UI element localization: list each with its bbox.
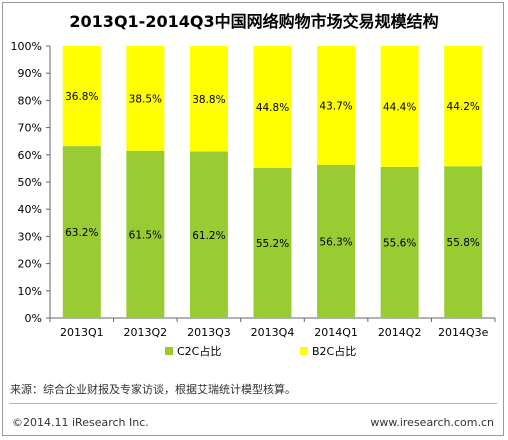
bar-b2c bbox=[253, 46, 292, 168]
y-tick-label: 60% bbox=[18, 149, 42, 162]
data-label-c2c: 63.2% bbox=[65, 227, 98, 239]
legend-label-b2c: B2C占比 bbox=[312, 344, 356, 358]
data-label-b2c: 44.8% bbox=[256, 102, 289, 114]
bar-b2c bbox=[189, 46, 228, 152]
bar-c2c bbox=[444, 166, 483, 318]
x-tick-label: 2013Q4 bbox=[251, 326, 295, 339]
legend-swatch-c2c bbox=[165, 347, 173, 355]
data-label-c2c: 61.2% bbox=[192, 230, 225, 242]
stacked-bar-chart: 0% 10% 20% 30% 40% 50% 60% 70% 80% 90% 100% 63.2% 36… bbox=[11, 40, 496, 358]
x-tick-label: 2014Q2 bbox=[378, 326, 422, 339]
x-tick-label: 2014Q1 bbox=[314, 326, 358, 339]
bar-c2c bbox=[253, 167, 292, 318]
data-label-b2c: 44.2% bbox=[447, 101, 480, 113]
y-tick-label: 20% bbox=[18, 258, 42, 271]
data-label-b2c: 44.4% bbox=[383, 101, 416, 113]
bar-b2c bbox=[126, 46, 165, 151]
data-label-b2c: 36.8% bbox=[65, 91, 98, 103]
bar-c2c bbox=[62, 146, 101, 318]
bar-b2c bbox=[444, 46, 483, 167]
y-tick-label: 10% bbox=[18, 285, 42, 298]
y-tick-label: 0% bbox=[25, 312, 42, 325]
x-tick-label: 2013Q3 bbox=[187, 326, 231, 339]
legend-label-c2c: C2C占比 bbox=[177, 344, 221, 358]
data-label-c2c: 55.2% bbox=[256, 238, 289, 250]
data-label-b2c: 38.8% bbox=[192, 94, 225, 106]
x-tick-label: 2013Q2 bbox=[124, 326, 168, 339]
chart-title: 2013Q1-2014Q3中国网络购物市场交易规模结构 bbox=[69, 12, 439, 31]
bar-b2c bbox=[380, 46, 419, 167]
x-tick-label: 2013Q1 bbox=[60, 326, 104, 339]
data-label-c2c: 55.8% bbox=[447, 237, 480, 249]
y-tick-label: 50% bbox=[18, 176, 42, 189]
bar-b2c bbox=[317, 46, 356, 165]
website-text: www.iresearch.com.cn bbox=[370, 416, 494, 429]
bar-c2c bbox=[126, 150, 165, 318]
copyright-text: ©2014.11 iResearch Inc. bbox=[12, 416, 149, 429]
bar-b2c bbox=[62, 46, 101, 147]
bar-c2c bbox=[317, 164, 356, 318]
source-note: 来源：综合企业财报及专家访谈，根据艾瑞统计模型核算。 bbox=[10, 383, 296, 396]
legend-swatch-b2c bbox=[300, 347, 308, 355]
y-tick-label: 100% bbox=[11, 40, 42, 53]
y-tick-label: 90% bbox=[18, 67, 42, 80]
data-label-c2c: 56.3% bbox=[319, 236, 352, 248]
footer-divider bbox=[9, 403, 497, 404]
data-label-c2c: 61.5% bbox=[129, 229, 162, 241]
bar-c2c bbox=[189, 151, 228, 318]
data-label-b2c: 43.7% bbox=[319, 100, 352, 112]
data-label-c2c: 55.6% bbox=[383, 237, 416, 249]
y-tick-label: 80% bbox=[18, 94, 42, 107]
bar-c2c bbox=[380, 166, 419, 318]
y-tick-label: 70% bbox=[18, 122, 42, 135]
data-label-b2c: 38.5% bbox=[129, 93, 162, 105]
x-tick-label: 2014Q3e bbox=[438, 326, 489, 339]
y-tick-label: 30% bbox=[18, 230, 42, 243]
y-tick-label: 40% bbox=[18, 203, 42, 216]
